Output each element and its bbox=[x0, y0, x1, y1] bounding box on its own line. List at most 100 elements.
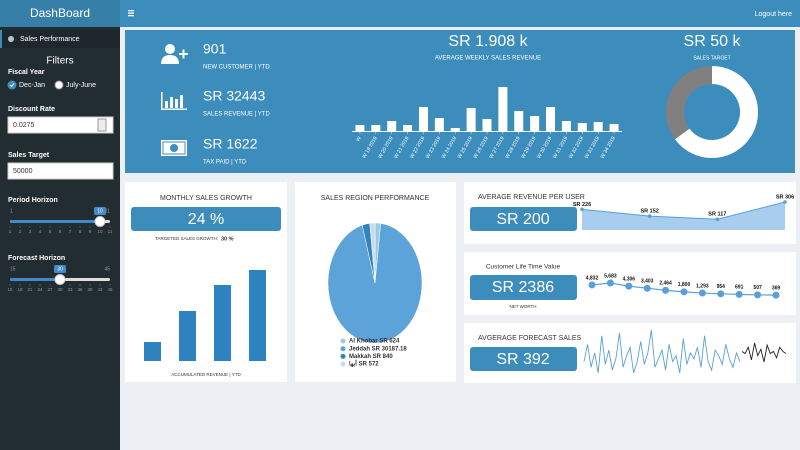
slider-tick-label: 3 bbox=[29, 229, 32, 234]
slider-tick-label: 1 bbox=[9, 229, 12, 234]
slider-tick-label: 4 bbox=[39, 229, 42, 234]
slider-bubble bbox=[54, 265, 66, 273]
point bbox=[588, 281, 596, 289]
slice bbox=[674, 66, 759, 158]
filters-title: Filters bbox=[46, 56, 73, 67]
slider-tick-label: 21 bbox=[27, 287, 33, 292]
bar bbox=[387, 121, 397, 131]
sparkline bbox=[583, 329, 741, 374]
point bbox=[715, 217, 720, 222]
bar bbox=[434, 118, 444, 131]
data-label: 369 bbox=[772, 285, 781, 291]
radio[interactable] bbox=[54, 80, 64, 90]
slider-max: 45 bbox=[104, 266, 110, 272]
data-label: 5,683 bbox=[604, 273, 617, 279]
target-label: TARGETED SALES GROWTH: bbox=[155, 236, 218, 241]
bar bbox=[498, 87, 508, 131]
data-label: 2,464 bbox=[659, 281, 672, 287]
field-label: Fiscal Year bbox=[8, 69, 45, 76]
legend-marker bbox=[340, 338, 346, 344]
slider-handle[interactable] bbox=[54, 274, 66, 285]
kpi-value: 901 bbox=[203, 41, 227, 57]
icon-money bbox=[161, 140, 187, 156]
legend-label: Jeddah SR 30187.18 bbox=[349, 346, 407, 352]
slider-value: 10 bbox=[97, 208, 103, 214]
slider-tick-label: 30 bbox=[57, 287, 63, 292]
field-label: Discount Rate bbox=[8, 106, 55, 113]
bar bbox=[482, 119, 492, 131]
data-label: 507 bbox=[753, 285, 762, 291]
legend-label: Al Khobar SR 624 bbox=[349, 339, 400, 345]
slider-tick-label: 10 bbox=[97, 229, 103, 234]
burger-line bbox=[128, 12, 134, 14]
slider-tick-label: 15 bbox=[7, 287, 13, 292]
card-title: Customer Life Time Value bbox=[486, 264, 561, 271]
menu-label: Sales Performance bbox=[20, 36, 80, 43]
data-label: SR 117 bbox=[708, 212, 726, 218]
slider-tick-label: 8 bbox=[79, 229, 82, 234]
box-value: SR 2386 bbox=[492, 279, 554, 296]
card-caption: ACCUMULATED REVENUE | YTD bbox=[171, 372, 241, 377]
slice bbox=[666, 66, 712, 140]
kpi-value: SR 32443 bbox=[203, 88, 265, 104]
bar bbox=[546, 107, 556, 131]
data-label: 1,293 bbox=[696, 283, 709, 289]
bar bbox=[450, 128, 460, 131]
legend-marker bbox=[340, 353, 346, 359]
slider-tick-label: 24 bbox=[37, 287, 43, 292]
panel-title: AVERAGE WEEKLY SALES REVENUE bbox=[435, 56, 541, 62]
field-label: Sales Target bbox=[8, 152, 50, 159]
card-title: SALES REGION PERFORMANCE bbox=[321, 195, 430, 202]
box-value: SR 200 bbox=[496, 211, 549, 228]
bar bbox=[403, 125, 413, 131]
menu-icon bbox=[8, 36, 14, 42]
point bbox=[735, 290, 743, 298]
point bbox=[680, 288, 688, 296]
slider-tick-label: 42 bbox=[97, 287, 103, 292]
burger-line bbox=[128, 15, 134, 17]
slider-tick-label: 39 bbox=[87, 287, 93, 292]
point bbox=[717, 290, 725, 298]
slider-tick-label: 11 bbox=[108, 229, 113, 234]
bar bbox=[530, 116, 540, 131]
legend-label: أبها SR 572 bbox=[349, 359, 379, 368]
point bbox=[783, 200, 787, 204]
kpi-label: NEW CUSTOMER | YTD bbox=[203, 65, 270, 71]
line bbox=[581, 201, 786, 220]
icon-user-plus bbox=[161, 44, 188, 64]
input[interactable] bbox=[7, 116, 114, 134]
slider-tick-label: 9 bbox=[89, 229, 92, 234]
field-label: Forecast Horizon bbox=[8, 255, 65, 262]
brand-bar bbox=[0, 0, 120, 27]
slider-fill bbox=[10, 278, 60, 281]
bar bbox=[249, 270, 266, 361]
spinner[interactable] bbox=[97, 118, 107, 132]
slice bbox=[369, 222, 376, 284]
radio[interactable] bbox=[7, 80, 17, 90]
slider-handle[interactable] bbox=[94, 216, 106, 227]
menu-accent bbox=[0, 30, 2, 48]
input[interactable] bbox=[7, 162, 114, 180]
menu-item[interactable] bbox=[0, 30, 120, 48]
legend-marker bbox=[340, 361, 346, 367]
radio-label: Dec-Jan bbox=[19, 82, 45, 89]
data-label: 954 bbox=[717, 284, 726, 290]
kpi-label: TAX PAID | YTD bbox=[203, 160, 247, 166]
value-box bbox=[131, 207, 281, 231]
card-title: AVERAGE REVENUE PER USER bbox=[478, 194, 585, 201]
panel-value: SR 50 k bbox=[684, 33, 742, 50]
menu-toggle[interactable] bbox=[128, 10, 134, 17]
box-value: SR 392 bbox=[496, 351, 549, 368]
legend-marker bbox=[340, 346, 346, 352]
logout-link: Logout here bbox=[755, 11, 792, 18]
slider-tick-label: 18 bbox=[17, 287, 23, 292]
bar bbox=[179, 311, 196, 361]
box-value: 24 % bbox=[188, 211, 224, 228]
slider-tick-label: 7 bbox=[69, 229, 72, 234]
slider-fill bbox=[10, 220, 100, 223]
target-value: 30 % bbox=[221, 236, 234, 242]
slider-min: 15 bbox=[10, 266, 16, 272]
point bbox=[772, 291, 780, 299]
